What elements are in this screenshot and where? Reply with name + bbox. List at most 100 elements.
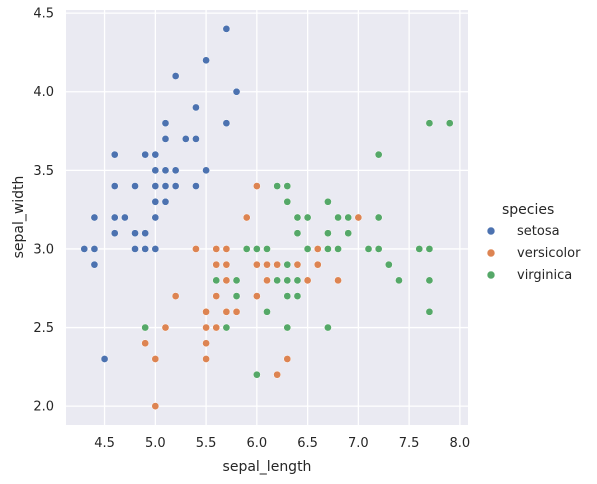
point-virginica: [415, 245, 424, 253]
legend-marker-virginica: [486, 270, 496, 280]
legend-label-setosa: setosa: [517, 224, 560, 239]
point-virginica: [141, 323, 150, 332]
point-versicolor: [263, 276, 271, 285]
legend-title: species: [502, 202, 554, 218]
point-versicolor: [202, 355, 210, 363]
plot-background: [66, 10, 468, 425]
point-virginica: [293, 213, 302, 222]
point-setosa: [100, 355, 109, 363]
y-axis-title: sepal_width: [11, 176, 27, 259]
point-virginica: [273, 276, 282, 285]
point-virginica: [324, 229, 332, 238]
point-virginica: [395, 276, 403, 285]
point-versicolor: [192, 245, 200, 253]
point-setosa: [151, 245, 160, 253]
point-virginica: [364, 245, 373, 253]
point-versicolor: [273, 260, 282, 269]
point-virginica: [293, 229, 302, 238]
x-tick-labels: 4.5 5.0 5.5 6.0 6.5 7.0 7.5 8.0: [94, 436, 470, 451]
point-virginica: [344, 229, 353, 238]
point-versicolor: [283, 355, 292, 363]
x-tick-label: 5.0: [145, 436, 166, 451]
point-versicolor: [171, 292, 180, 300]
x-axis-title: sepal_length: [223, 459, 312, 475]
point-virginica: [324, 197, 332, 206]
point-setosa: [110, 229, 119, 238]
point-versicolor: [202, 307, 210, 316]
point-versicolor: [252, 260, 261, 269]
y-tick-label: 2.5: [33, 321, 54, 336]
point-virginica: [283, 292, 292, 300]
point-virginica: [283, 323, 292, 332]
point-setosa: [192, 103, 200, 112]
legend-marker-setosa: [486, 226, 496, 236]
point-setosa: [151, 197, 160, 206]
point-virginica: [263, 307, 271, 316]
point-versicolor: [242, 213, 251, 222]
point-setosa: [80, 245, 89, 253]
point-setosa: [110, 182, 119, 190]
y-tick-label: 3.0: [33, 242, 54, 257]
y-tick-label: 4.0: [33, 85, 54, 100]
point-versicolor: [303, 276, 312, 285]
point-virginica: [374, 245, 383, 253]
point-versicolor: [212, 323, 221, 332]
legend-item-versicolor: versicolor: [486, 246, 581, 261]
x-tick-label: 8.0: [450, 436, 471, 451]
point-setosa: [110, 213, 119, 222]
point-setosa: [90, 213, 99, 222]
legend-marker-versicolor: [486, 248, 496, 258]
point-setosa: [232, 87, 241, 96]
point-virginica: [273, 182, 282, 190]
point-setosa: [141, 150, 150, 159]
point-setosa: [161, 197, 170, 206]
point-setosa: [90, 245, 99, 253]
point-versicolor: [141, 339, 150, 348]
point-virginica: [384, 260, 393, 269]
point-virginica: [425, 245, 434, 253]
point-setosa: [171, 182, 180, 190]
point-versicolor: [252, 182, 261, 190]
legend-label-virginica: virginica: [517, 268, 572, 283]
point-versicolor: [202, 323, 210, 332]
legend-item-virginica: virginica: [486, 268, 572, 283]
point-virginica: [242, 245, 251, 253]
point-setosa: [151, 182, 160, 190]
point-setosa: [161, 182, 170, 190]
point-virginica: [374, 150, 383, 159]
point-versicolor: [151, 355, 160, 363]
point-versicolor: [263, 260, 271, 269]
point-setosa: [171, 72, 180, 80]
point-versicolor: [313, 245, 322, 253]
point-versicolor: [222, 307, 231, 316]
point-versicolor: [354, 213, 363, 222]
point-virginica: [222, 323, 231, 332]
point-virginica: [283, 260, 292, 269]
point-virginica: [252, 370, 261, 379]
point-setosa: [141, 245, 150, 253]
legend-label-versicolor: versicolor: [517, 246, 581, 261]
point-virginica: [445, 119, 454, 128]
point-virginica: [334, 213, 342, 222]
point-virginica: [334, 245, 342, 253]
x-tick-label: 6.5: [297, 436, 318, 451]
point-versicolor: [161, 323, 170, 332]
point-versicolor: [273, 370, 282, 379]
point-setosa: [90, 260, 99, 269]
point-setosa: [202, 56, 210, 65]
point-versicolor: [212, 292, 221, 300]
point-setosa: [171, 166, 180, 175]
point-setosa: [192, 135, 200, 143]
point-setosa: [141, 229, 150, 238]
point-setosa: [202, 166, 210, 175]
point-setosa: [151, 166, 160, 175]
point-setosa: [110, 150, 119, 159]
legend-item-setosa: setosa: [486, 224, 560, 239]
point-virginica: [374, 213, 383, 222]
point-versicolor: [252, 292, 261, 300]
point-virginica: [324, 245, 332, 253]
point-setosa: [161, 166, 170, 175]
point-setosa: [161, 135, 170, 143]
y-tick-label: 2.0: [33, 400, 54, 415]
